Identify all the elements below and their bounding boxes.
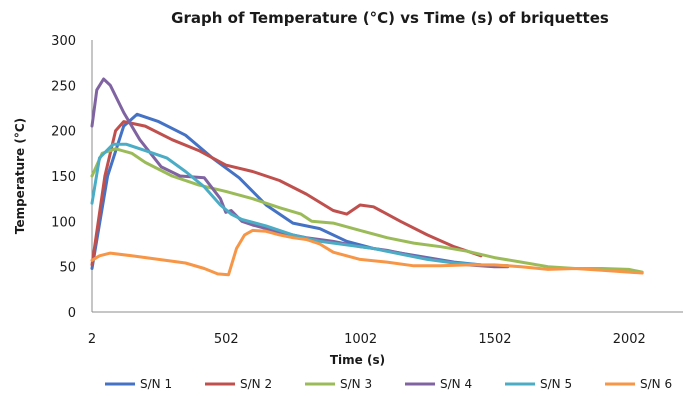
y-tick-label: 200	[51, 125, 76, 140]
y-tick-label: 150	[51, 170, 76, 185]
legend-label-sn-6: S/N 6	[640, 377, 672, 391]
chart-title: Graph of Temperature (°C) vs Time (s) of…	[171, 9, 609, 27]
legend-label-sn-1: S/N 1	[140, 377, 172, 391]
x-axis-label: Time (s)	[330, 353, 385, 367]
y-tick-label: 50	[59, 261, 76, 276]
series-line-sn-5	[90, 142, 483, 267]
legend: S/N 1 S/N 2 S/N 3 S/N 4 S/N 5 S/N 6	[105, 377, 672, 391]
legend-label-sn-5: S/N 5	[540, 377, 572, 391]
y-tick-label: 300	[51, 34, 76, 49]
y-tick-label: 100	[51, 215, 76, 230]
x-axis-ticks: 2 502 1002 1502 2002	[88, 332, 646, 347]
x-tick-label: 2	[88, 332, 96, 347]
x-tick-label: 2002	[613, 332, 646, 347]
y-tick-label: 0	[68, 306, 76, 321]
y-axis-ticks: 0 50 100 150 200 250 300	[51, 34, 76, 321]
x-tick-label: 1002	[344, 332, 377, 347]
legend-label-sn-3: S/N 3	[340, 377, 372, 391]
y-tick-label: 250	[51, 79, 76, 94]
x-tick-label: 502	[214, 332, 239, 347]
legend-label-sn-2: S/N 2	[240, 377, 272, 391]
series-group	[90, 77, 644, 277]
x-tick-label: 1502	[478, 332, 511, 347]
series-line-sn-6	[90, 228, 644, 277]
series-line-sn-3	[90, 147, 644, 274]
y-axis-label: Temperature (°C)	[13, 118, 27, 234]
series-line-sn-2	[90, 120, 483, 267]
legend-label-sn-4: S/N 4	[440, 377, 472, 391]
